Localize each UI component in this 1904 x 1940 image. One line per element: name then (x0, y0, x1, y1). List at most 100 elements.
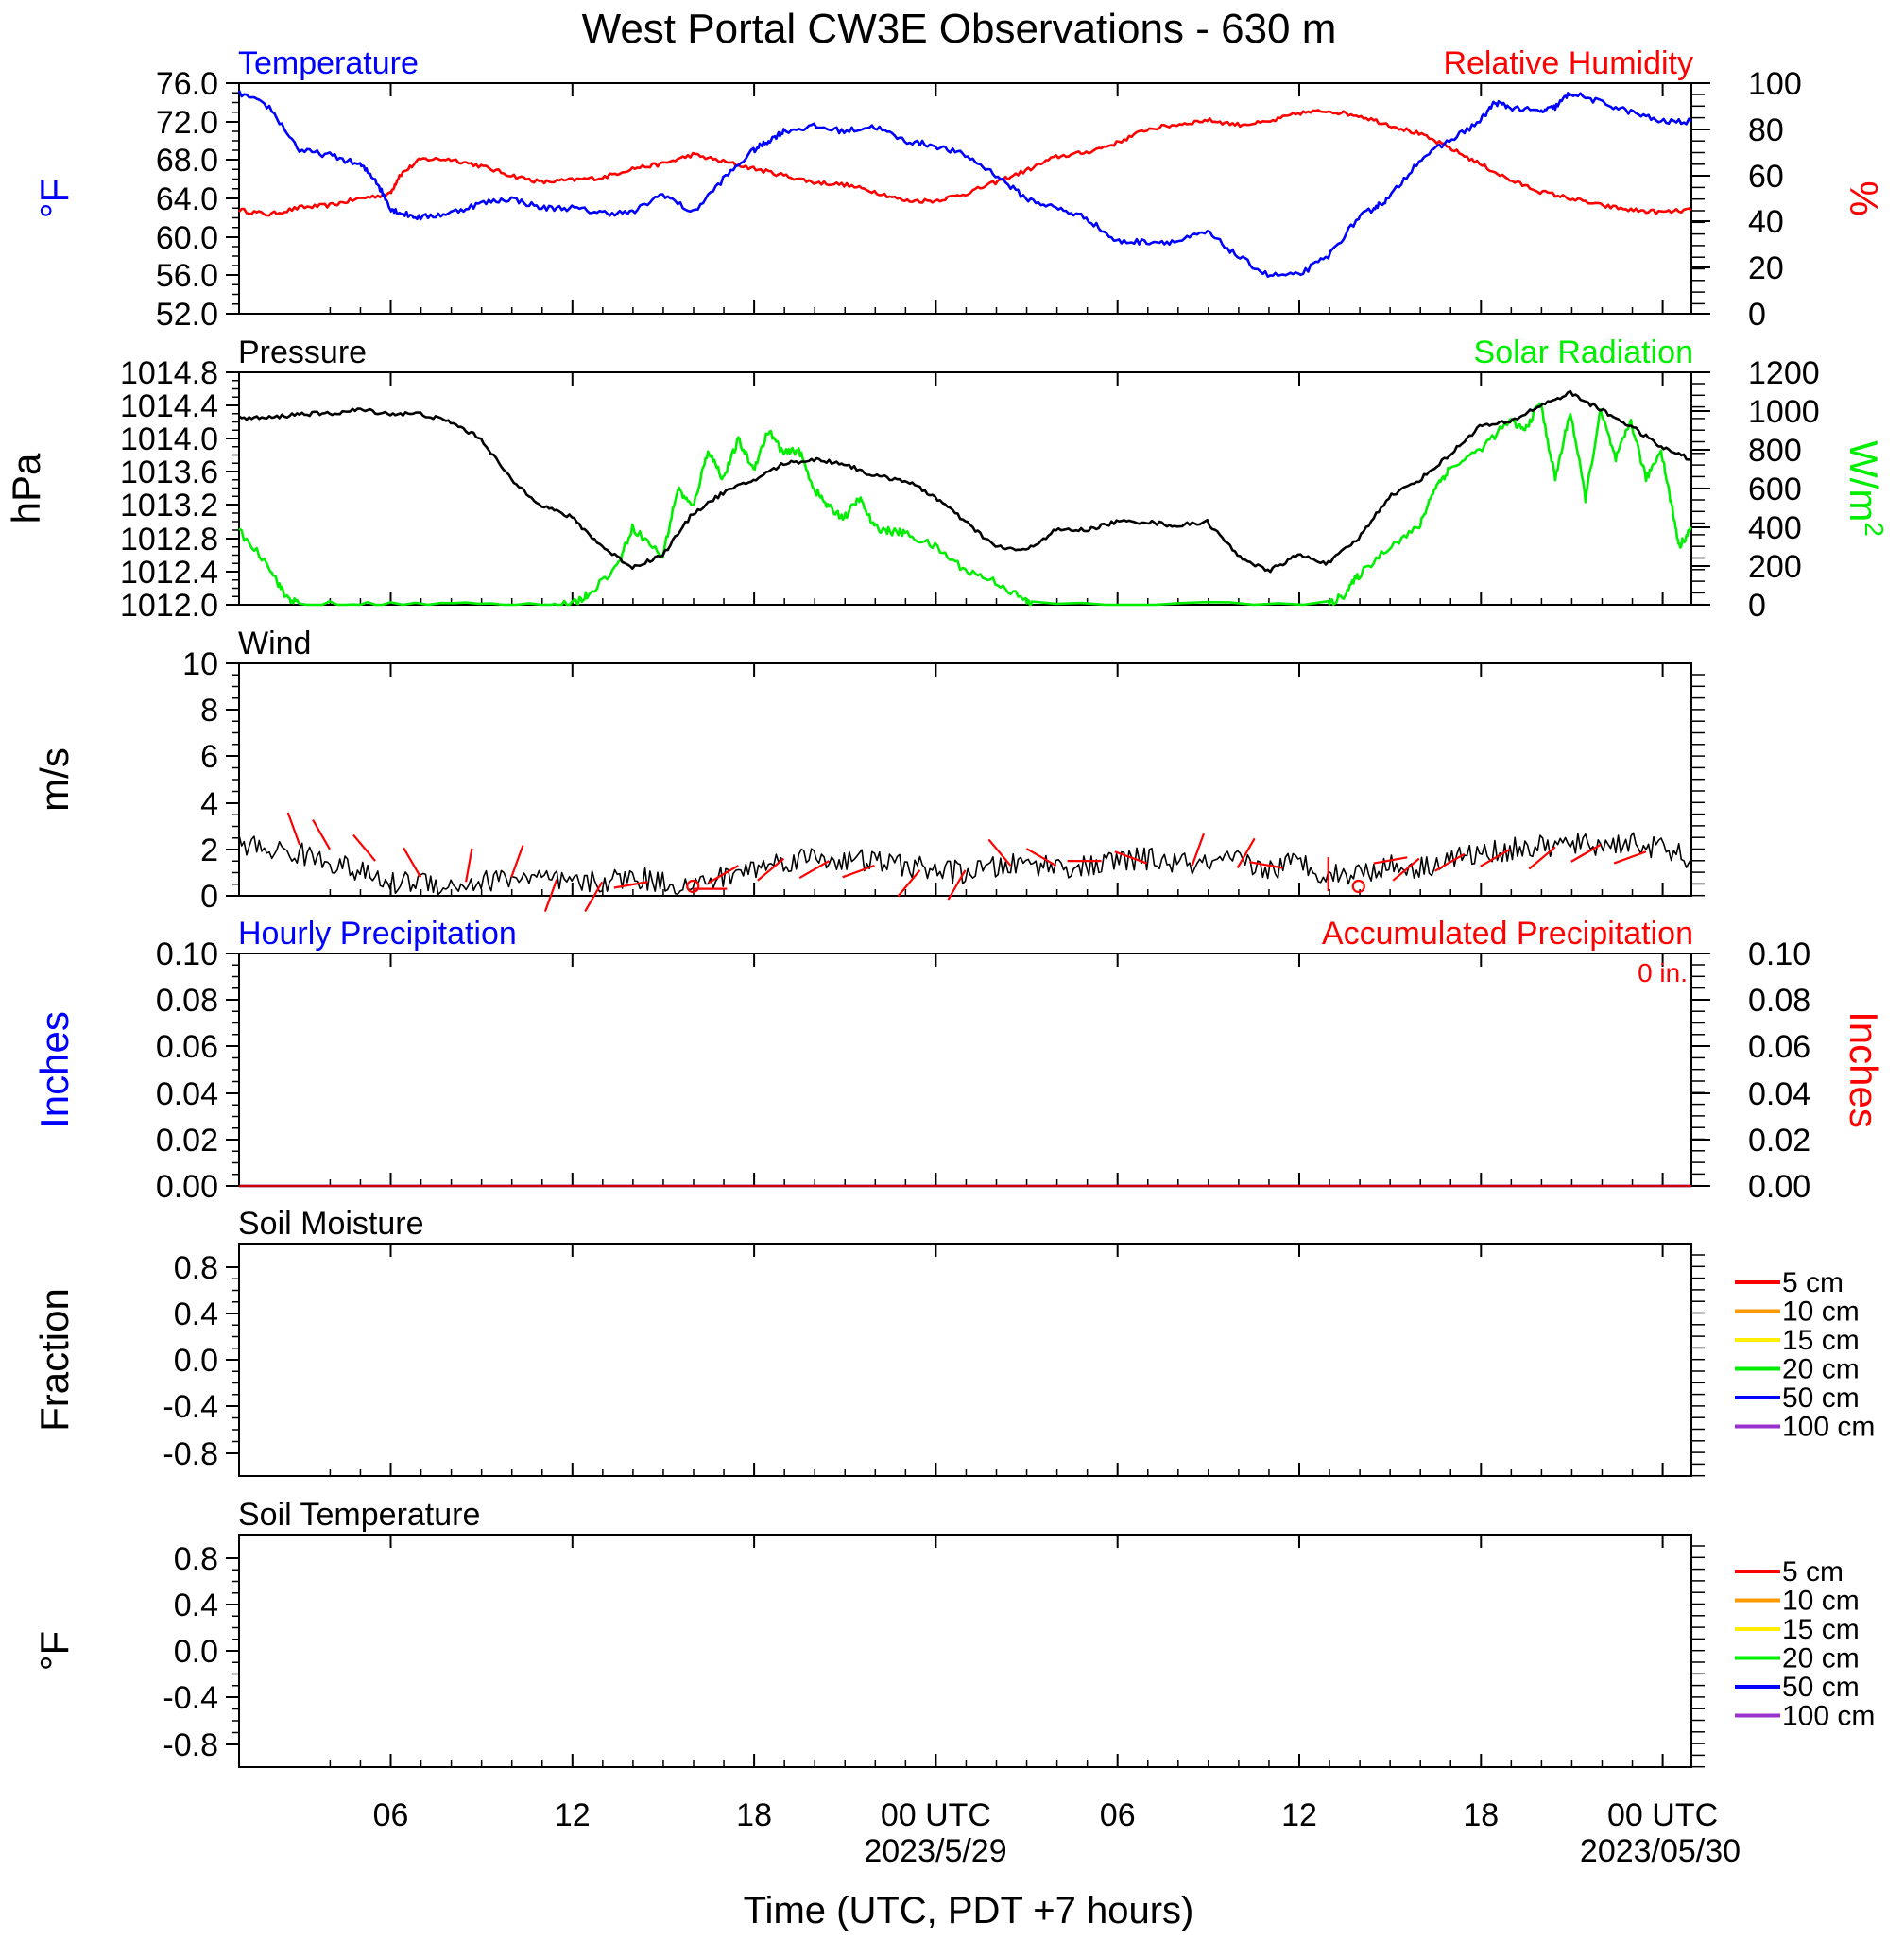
panel-title-right: Relative Humidity (1443, 45, 1693, 81)
y-tick-label-left: 2 (200, 833, 218, 868)
series-temperature (237, 90, 1692, 279)
wind-barb (842, 864, 875, 879)
y-tick-label-left: 1014.0 (120, 421, 218, 457)
y-tick-label-left: -0.8 (163, 1436, 218, 1472)
y-tick-label-right: 20 (1748, 250, 1784, 286)
legend-label: 100 cm (1782, 1412, 1875, 1443)
series-solar-radiation (238, 402, 1692, 607)
y-tick-label-left: 64.0 (156, 181, 218, 217)
y-tick-label-right: 1000 (1748, 394, 1820, 430)
y-tick-label-right: 100 (1748, 66, 1802, 102)
y-tick-label-right: 200 (1748, 549, 1802, 585)
y-tick-label-left: 56.0 (156, 258, 218, 294)
plot-frame (238, 82, 1692, 315)
date-label: 2023/05/30 (1580, 1833, 1741, 1869)
y-tick-label-left: 0.00 (156, 1169, 218, 1205)
y-tick-label-left: 1014.4 (120, 388, 218, 424)
date-label: 2023/5/29 (864, 1833, 1006, 1869)
y-tick-label-left: 1012.8 (120, 522, 218, 558)
wind-barb (1236, 837, 1256, 869)
wind-barb (510, 845, 524, 878)
x-axis-title: Time (UTC, PDT +7 hours) (744, 1890, 1194, 1931)
wind-barb (1191, 833, 1206, 867)
x-tick-label: 00 UTC (881, 1797, 991, 1833)
legend-label: 5 cm (1782, 1267, 1844, 1298)
panel-title-left: Soil Temperature (238, 1497, 480, 1533)
plot-frame (238, 662, 1692, 897)
y-tick-label-left: 6 (200, 739, 218, 775)
wind-barb (708, 865, 739, 884)
y-axis-title-right: W/m2 (1842, 440, 1889, 537)
legend-label: 15 cm (1782, 1325, 1860, 1356)
plot-frame (238, 1534, 1692, 1768)
y-tick-label-left: 1014.8 (120, 355, 218, 391)
y-axis-title-left: hPa (4, 453, 48, 524)
wind-calm-marker (686, 879, 700, 894)
panel-wind: 10 8 6 4 2 0 Wind m/s (32, 626, 1705, 915)
y-tick-label-left: 0.06 (156, 1029, 218, 1065)
y-tick-label-left: 0.4 (174, 1296, 218, 1332)
y-axis-title-left: Inches (32, 1011, 77, 1128)
x-tick-label: 18 (736, 1797, 772, 1833)
precip-total-annotation: 0 in. (1638, 958, 1688, 987)
panel-title-left: Soil Moisture (238, 1206, 424, 1242)
y-tick-label-left: 0.0 (174, 1343, 218, 1379)
legend-label: 20 cm (1782, 1643, 1860, 1674)
y-axis-title-left: °F (32, 179, 77, 218)
panel-precipitation: 0.10 0.08 0.06 0.04 0.02 0.00 0.10 0.08 0.06 0.04… (32, 916, 1886, 1205)
legend-label: 10 cm (1782, 1586, 1860, 1617)
panel-pressure-solar: 1014.81014.41014.01013.61013.21012.81012… (4, 335, 1889, 624)
plot-frame (238, 1243, 1692, 1477)
y-tick-label-left: 0.10 (156, 936, 218, 972)
panel-temperature-humidity: 76.072.068.064.060.056.052.0 100 80 60 40 20 0… (32, 45, 1886, 333)
wind-barb (1114, 850, 1148, 865)
x-tick-label: 06 (373, 1797, 409, 1833)
panel-soil-moisture: 0.8 0.4 0.0 -0.4 -0.8 Soil Moisture Fraction 5 … (32, 1206, 1875, 1477)
wind-barb (947, 869, 967, 901)
y-tick-label-right: 60 (1748, 159, 1784, 195)
wind-barb (987, 838, 1012, 867)
wind-barb (403, 847, 422, 878)
x-tick-label: 06 (1100, 1797, 1136, 1833)
wind-barb (352, 833, 376, 862)
figure-title: West Portal CW3E Observations - 630 m (582, 6, 1337, 52)
y-tick-label-left: 0.08 (156, 983, 218, 1019)
y-axis-title-left: Fraction (32, 1288, 77, 1432)
y-tick-label-left: 60.0 (156, 220, 218, 256)
legend-label: 50 cm (1782, 1382, 1860, 1414)
y-tick-label-right: 0.10 (1748, 936, 1810, 972)
y-tick-label-right: 0.02 (1748, 1123, 1810, 1159)
wind-barb (286, 812, 301, 846)
panel-title-left: Pressure (238, 335, 367, 370)
y-tick-label-left: 1012.0 (120, 588, 218, 624)
legend-label: 50 cm (1782, 1672, 1860, 1703)
wind-barb (897, 869, 921, 898)
wind-barb (1392, 857, 1420, 882)
wind-barb (1434, 852, 1466, 872)
panel-title-left: Wind (238, 626, 311, 661)
y-tick-label-right: 0 (1748, 588, 1766, 624)
wind-barb (465, 848, 473, 883)
y-tick-label-left: 0.4 (174, 1588, 218, 1623)
y-tick-label-right: 0.00 (1748, 1169, 1810, 1205)
y-tick-label-right: 40 (1748, 204, 1784, 240)
y-tick-label-right: 0.04 (1748, 1076, 1810, 1112)
wind-barb (798, 860, 830, 880)
y-tick-label-left: 76.0 (156, 66, 218, 102)
y-tick-label-left: 68.0 (156, 143, 218, 179)
y-tick-label-right: 800 (1748, 433, 1802, 469)
wind-barb (1249, 861, 1283, 869)
y-tick-label-left: 0.04 (156, 1076, 218, 1112)
wind-barb (1025, 848, 1057, 867)
y-tick-label-left: 1013.6 (120, 455, 218, 490)
wind-calm-marker (1351, 879, 1365, 894)
legend-label: 5 cm (1782, 1556, 1844, 1588)
legend-label: 100 cm (1782, 1701, 1875, 1732)
y-tick-label-left: 10 (182, 646, 218, 682)
wind-barb (312, 819, 332, 850)
plot-frame (238, 953, 1692, 1187)
panel-title-right: Accumulated Precipitation (1322, 916, 1693, 952)
y-tick-label-left: 1012.4 (120, 555, 218, 591)
x-tick-label: 12 (555, 1797, 591, 1833)
